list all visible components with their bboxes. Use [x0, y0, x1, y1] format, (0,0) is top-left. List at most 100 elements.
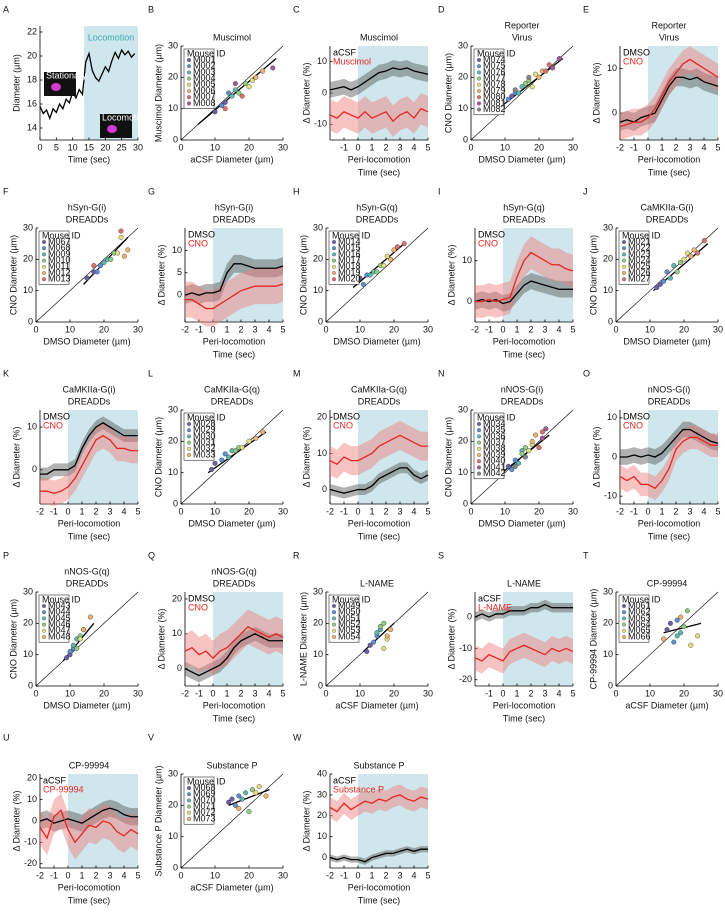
- legend-entry: DMSO: [623, 411, 650, 421]
- x-axis-label: aCSF Diameter (µm): [190, 154, 273, 164]
- y-axis-label: Δ Diameter (%): [591, 62, 601, 123]
- mean-line: [474, 280, 573, 305]
- x-tick-label: 5: [715, 506, 720, 516]
- y-tick-label: 20: [168, 72, 178, 82]
- legend-entry: M068: [193, 782, 216, 792]
- error-band: [620, 425, 718, 501]
- legend-marker: [622, 616, 626, 621]
- y-tick-label: 30: [603, 222, 613, 232]
- legend-entry: CNO: [188, 602, 208, 612]
- legend-entry: M012: [48, 267, 71, 277]
- legend-marker: [332, 610, 336, 615]
- y-tick-label: 0: [612, 451, 617, 461]
- x-axis-label: Time (sec): [213, 713, 255, 723]
- y-tick-label: 10: [23, 649, 33, 659]
- x-tick-label: 5: [425, 142, 430, 152]
- y-tick-label: 20: [168, 800, 178, 810]
- point: [391, 247, 397, 253]
- locomotion-region: [68, 410, 138, 504]
- legend-entry: M011: [48, 261, 70, 271]
- legend-marker: [477, 58, 481, 62]
- legend-entry: M023: [628, 249, 651, 259]
- point: [516, 460, 522, 466]
- x-tick-label: -1: [485, 324, 493, 334]
- panel-label: J: [583, 186, 588, 196]
- x-tick-label: 2: [93, 870, 98, 880]
- legend-marker: [477, 453, 481, 457]
- point: [371, 639, 377, 645]
- legend-entry: M006: [193, 85, 216, 95]
- y-axis-label: CNO Diameter (µm): [8, 235, 18, 315]
- x-tick-label: 0: [355, 506, 360, 516]
- annotation: Locomotion: [88, 32, 135, 42]
- legend-entry: M009: [48, 249, 71, 259]
- error-band: [330, 462, 428, 499]
- legend-marker: [622, 628, 626, 633]
- x-tick-label: 10: [210, 142, 220, 152]
- y-tick-label: 20: [23, 254, 33, 264]
- point: [522, 445, 528, 451]
- x-tick-label: 10: [68, 142, 78, 152]
- legend-marker: [187, 792, 191, 797]
- point: [222, 99, 228, 105]
- legend-entry: M007: [193, 92, 216, 102]
- x-tick-label: -1: [630, 142, 638, 152]
- legend-entry: M073: [193, 813, 216, 823]
- point: [229, 796, 235, 802]
- legend-entry: M019: [338, 267, 361, 277]
- x-tick-label: 20: [244, 870, 254, 880]
- legend-marker: [187, 434, 191, 439]
- legend-entry: M061: [628, 600, 651, 610]
- legend-marker: [187, 64, 191, 69]
- x-tick-label: 3: [107, 870, 112, 880]
- x-tick-label: 3: [397, 142, 402, 152]
- point: [664, 627, 670, 633]
- x-tick-label: 5: [715, 142, 720, 152]
- legend-box: [328, 230, 360, 285]
- panel-title: DREADDs: [648, 396, 691, 406]
- point: [381, 645, 387, 651]
- legend-entry: M050: [338, 607, 361, 617]
- legend-title: Mouse ID: [622, 594, 661, 604]
- y-axis-label: CNO Diameter (µm): [443, 417, 453, 497]
- y-tick-label: 20: [172, 593, 182, 603]
- y-tick-label: 0: [322, 484, 327, 494]
- legend-entry: M018: [338, 261, 361, 271]
- legend-entry: M080: [483, 92, 506, 102]
- x-tick-label: 30: [568, 506, 578, 516]
- point: [239, 93, 245, 99]
- x-tick-label: 4: [701, 506, 706, 516]
- y-axis-label: L-NAME Diameter (µm): [298, 592, 308, 686]
- x-tick-label: 0: [645, 142, 650, 152]
- y-tick-label: 0: [608, 316, 613, 326]
- legend-entry: M004: [193, 73, 216, 83]
- point: [505, 96, 511, 102]
- y-tick-label: 10: [603, 649, 613, 659]
- x-tick-label: 30: [133, 688, 143, 698]
- point: [209, 467, 215, 473]
- x-tick-label: 0: [210, 688, 215, 698]
- x-tick-label: 5: [135, 506, 140, 516]
- error-band: [185, 626, 283, 683]
- legend-entry: DMSO: [478, 229, 505, 239]
- legend-marker: [187, 82, 191, 87]
- y-axis-label: Δ Diameter (%): [446, 608, 456, 669]
- inset-label: Stationary: [46, 70, 87, 80]
- x-tick-label: 4: [701, 142, 706, 152]
- legend-title: Mouse ID: [42, 594, 81, 604]
- legend-title: Mouse ID: [622, 230, 661, 240]
- point: [249, 787, 255, 793]
- legend-entry: M081: [483, 98, 506, 108]
- panel-label: R: [293, 550, 300, 560]
- legend-marker: [187, 422, 191, 426]
- legend-marker: [477, 76, 481, 81]
- x-tick-label: 20: [534, 142, 544, 152]
- point: [81, 627, 87, 633]
- x-tick-label: 0: [37, 142, 42, 152]
- y-tick-label: 20: [27, 50, 37, 60]
- legend-entry: M068: [48, 243, 71, 253]
- point: [701, 238, 707, 244]
